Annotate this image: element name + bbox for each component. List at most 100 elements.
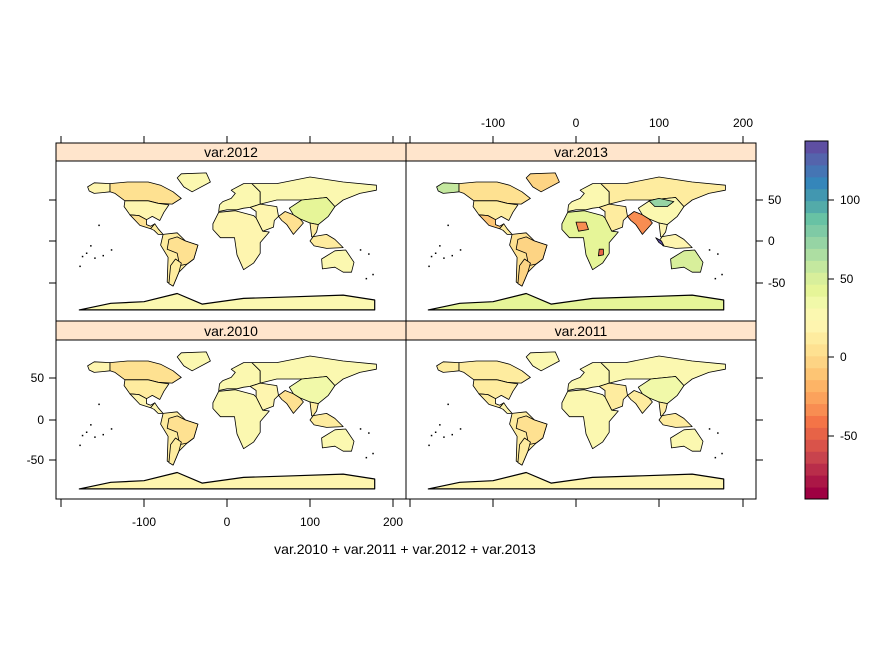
island-dot bbox=[79, 444, 81, 447]
region-argentina bbox=[168, 437, 182, 466]
island-dot bbox=[81, 434, 84, 437]
island-dot bbox=[102, 254, 104, 257]
color-key-band bbox=[805, 284, 828, 297]
color-key bbox=[805, 141, 828, 500]
region-brazil bbox=[166, 415, 199, 446]
color-key-tick-label: 100 bbox=[840, 193, 860, 207]
color-key-tick-label: 0 bbox=[840, 350, 847, 364]
color-key-band bbox=[805, 451, 828, 464]
region-middle-east bbox=[249, 203, 279, 232]
island-dot bbox=[98, 224, 100, 227]
island-dot bbox=[447, 224, 449, 227]
color-key-band bbox=[805, 260, 828, 273]
region-middle-east bbox=[598, 382, 628, 411]
right-tick-label: 50 bbox=[768, 193, 782, 207]
top-axis-labels: -100 0 100 200 bbox=[481, 116, 753, 130]
region-greenland bbox=[525, 351, 560, 372]
region-argentina bbox=[517, 437, 531, 466]
region-russia bbox=[251, 355, 377, 387]
island-dot bbox=[368, 432, 370, 434]
color-key-band bbox=[805, 212, 828, 226]
region-argentina bbox=[517, 258, 531, 287]
island-dot bbox=[90, 245, 92, 247]
bottom-tick-label: 0 bbox=[224, 515, 231, 529]
island-dot bbox=[90, 424, 92, 426]
island-dot bbox=[434, 252, 437, 254]
region-southeast-asia bbox=[309, 222, 344, 249]
map-panel-var-2013 bbox=[406, 161, 756, 321]
island-dot bbox=[447, 403, 449, 406]
top-axis bbox=[60, 136, 744, 143]
region-southeast-asia bbox=[658, 401, 693, 428]
island-dot bbox=[714, 277, 717, 280]
island-dot bbox=[443, 257, 445, 259]
map-panels bbox=[56, 161, 756, 499]
island-dot bbox=[359, 428, 362, 430]
island-dot bbox=[94, 436, 96, 438]
island-dot bbox=[451, 433, 453, 436]
strip-label-var-2012: var.2012 bbox=[204, 144, 258, 160]
x-axis-title: var.2010 + var.2011 + var.2012 + var.201… bbox=[274, 541, 536, 557]
map-panel-var-2010 bbox=[56, 340, 406, 499]
color-key-band bbox=[805, 176, 828, 190]
island-dot bbox=[98, 403, 100, 406]
color-key-band bbox=[805, 487, 828, 500]
island-dot bbox=[85, 431, 88, 433]
region-indonesia bbox=[655, 237, 665, 247]
region-canada bbox=[458, 181, 531, 205]
island-dot bbox=[365, 277, 368, 280]
island-dot bbox=[721, 452, 723, 455]
color-key-band bbox=[805, 391, 828, 405]
color-key-band bbox=[805, 188, 828, 202]
island-dot bbox=[439, 245, 441, 247]
color-key-band bbox=[805, 320, 828, 333]
region-middle-east bbox=[598, 203, 628, 232]
bottom-tick-label: 100 bbox=[300, 515, 320, 529]
region-usa bbox=[123, 200, 170, 221]
region-antarctica bbox=[78, 292, 376, 311]
left-tick-label: 0 bbox=[37, 413, 44, 427]
region-canada bbox=[109, 181, 182, 205]
region-china bbox=[288, 197, 336, 226]
region-middle-east bbox=[249, 382, 279, 411]
island-dot bbox=[359, 249, 362, 251]
island-dot bbox=[439, 424, 441, 426]
color-key-band bbox=[805, 403, 828, 416]
left-tick-label: -50 bbox=[27, 453, 45, 467]
island-dot bbox=[708, 428, 711, 430]
region-southern-africa-hotspot bbox=[598, 248, 604, 257]
color-key-band bbox=[805, 164, 828, 178]
island-dot bbox=[79, 265, 81, 268]
island-dot bbox=[110, 249, 113, 251]
map-panel-var-2011 bbox=[406, 340, 756, 499]
region-southeast-asia bbox=[658, 222, 693, 249]
region-antarctica bbox=[427, 471, 725, 490]
right-axis-labels: 50 0 -50 bbox=[768, 193, 786, 290]
region-argentina bbox=[168, 258, 182, 287]
region-china bbox=[637, 197, 685, 226]
color-key-band bbox=[805, 248, 828, 261]
color-key-tick-label: -50 bbox=[840, 429, 858, 443]
region-mexico bbox=[478, 393, 505, 409]
island-dot bbox=[714, 456, 717, 459]
color-key-band bbox=[805, 379, 828, 393]
region-usa bbox=[472, 379, 519, 400]
color-key-band bbox=[805, 475, 828, 488]
left-tick-label: 50 bbox=[31, 371, 45, 385]
region-greenland bbox=[176, 351, 211, 372]
region-russia bbox=[251, 176, 377, 208]
color-key-labels: 100 50 0 -50 bbox=[840, 193, 860, 443]
region-mongolia bbox=[648, 197, 675, 208]
left-axis bbox=[49, 199, 56, 461]
island-dot bbox=[721, 273, 723, 276]
color-key-band bbox=[805, 427, 828, 440]
region-usa bbox=[123, 379, 170, 400]
region-australia bbox=[321, 428, 355, 452]
region-greenland bbox=[525, 172, 560, 193]
color-key-band bbox=[805, 367, 828, 381]
island-dot bbox=[372, 452, 374, 455]
region-west-africa-hotspot bbox=[575, 221, 589, 232]
color-key-band bbox=[805, 200, 828, 214]
top-tick-label: 200 bbox=[733, 116, 753, 130]
